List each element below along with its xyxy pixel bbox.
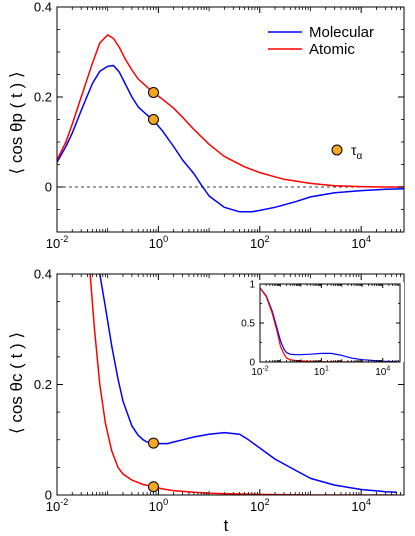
bottom-x-tick-label: 100 [149,497,169,514]
top-panel: 10-2 100 102 104 0 0.2 0.4 Molecular Atomic τα… [7,0,405,251]
bottom-tau-marker-1 [147,437,159,449]
bottom-panel: 10-2 100 102 104 0 0.2 0.4 ⟨ cos θc ( t ) ⟩ t [7,267,405,535]
bottom-x-tick-label: 10-2 [46,497,69,514]
inset-axes: 10-2 101 104 0 0.5 1 [241,280,401,379]
inset-y-tick-label: 0 [249,358,255,369]
bottom-x-tick-label: 104 [351,497,371,514]
bottom-axes: 10-2 100 102 104 0 0.2 0.4 [34,267,405,514]
inset-y-tick-label: 1 [249,280,255,291]
bottom-series-molecular-line [99,274,397,493]
legend-molecular-label: Molecular [309,24,374,41]
inset-y-tick-label: 0.5 [241,319,255,330]
top-x-tick-label: 104 [351,234,371,251]
top-axes: 10-2 100 102 104 0 0.2 0.4 [34,0,405,251]
top-y-tick-label: 0.4 [34,0,52,15]
inset-background [256,282,404,362]
inset-series-molecular-line [260,287,398,362]
top-y-tick-label: 0.2 [34,90,52,105]
top-series-molecular-line [57,64,404,213]
top-tau-marker-1 [147,87,159,98]
bottom-tau-marker-2 [147,481,159,493]
legend-tau-sub: α [357,151,363,162]
bottom-markers [147,437,159,493]
bottom-y-tick-label: 0.2 [34,377,52,392]
top-x-tick-label: 100 [149,234,169,251]
top-tau-marker-2 [147,114,159,125]
legend-tau-label: τα [351,142,363,162]
top-y-tick-label: 0 [45,180,52,195]
bottom-y-tick-label: 0 [45,488,52,503]
legend-tau-base: τ [351,142,357,158]
inset-x-tick-label: 10-2 [251,366,268,379]
top-y-axis-title: ⟨ cos θp ( t ) ⟩ [7,71,26,174]
bottom-x-tick-label: 102 [250,497,270,514]
bottom-x-axis-title: t [224,516,229,535]
inset-x-tick-label: 104 [375,366,390,379]
top-legend: Molecular Atomic τα [268,24,374,162]
bottom-y-axis-title: ⟨ cos θc ( t ) ⟩ [7,332,26,434]
top-x-tick-label: 102 [250,234,270,251]
legend-tau-marker [331,144,343,156]
inset-panel: 10-2 101 104 0 0.5 1 [241,280,404,379]
top-x-tick-label: 10-2 [46,234,69,251]
top-plot-lines [57,34,404,213]
top-series-atomic-line [57,34,404,188]
top-markers [147,87,159,125]
inset-x-tick-label: 101 [314,366,329,379]
bottom-y-tick-label: 0.4 [34,267,52,282]
legend-atomic-label: Atomic [309,41,355,58]
